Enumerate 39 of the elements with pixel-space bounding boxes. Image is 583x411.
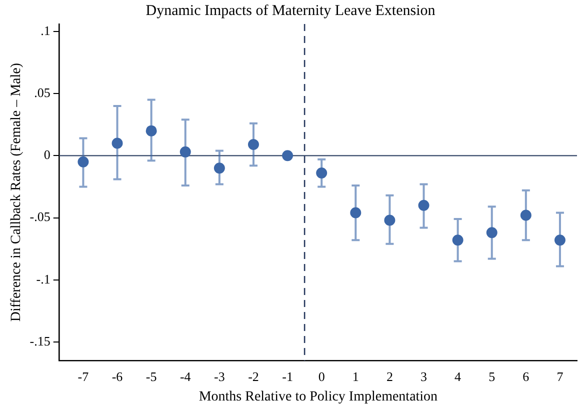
x-tick-label: 2 [386,368,393,384]
point [282,150,294,162]
point [78,156,89,168]
point [112,138,123,149]
x-tick-label: 6 [522,368,530,384]
x-axis-title: Months Relative to Policy Implementation [198,389,438,404]
y-tick-label: -.1 [36,271,50,286]
point [486,227,498,238]
point [248,138,259,150]
x-tick-label: -7 [78,368,90,384]
x-tick-label: 4 [454,368,462,384]
x-tick-label: -4 [180,368,192,384]
chart-title: Dynamic Impacts of Maternity Leave Extension [146,2,436,19]
x-tick-label: 0 [318,368,325,384]
x-tick-label: -5 [146,368,157,384]
x-tick-label: 5 [488,368,496,384]
y-tick-label: .1 [40,22,50,38]
y-axis-title: Difference in Callback Rates (Female – Male) [9,62,24,322]
x-tick-label: -1 [282,368,293,384]
x-tick-label: -6 [112,368,124,384]
point [384,214,396,226]
y-tick-label: 0 [44,147,50,162]
point [316,168,328,179]
point [554,234,566,246]
y-tick-label: .05 [34,84,50,100]
x-tick-label: -3 [214,368,225,384]
point [214,162,225,174]
y-tick-label: -.05 [30,209,50,224]
point [350,207,362,218]
point [180,146,191,158]
x-tick-label: 1 [352,368,359,384]
point [452,234,464,246]
point [146,125,157,136]
point [418,200,430,211]
x-tick-label: 7 [556,368,564,384]
x-tick-label: -2 [248,368,259,384]
y-tick-label: -.15 [30,333,50,348]
point [520,210,532,221]
x-tick-label: 3 [420,368,428,384]
